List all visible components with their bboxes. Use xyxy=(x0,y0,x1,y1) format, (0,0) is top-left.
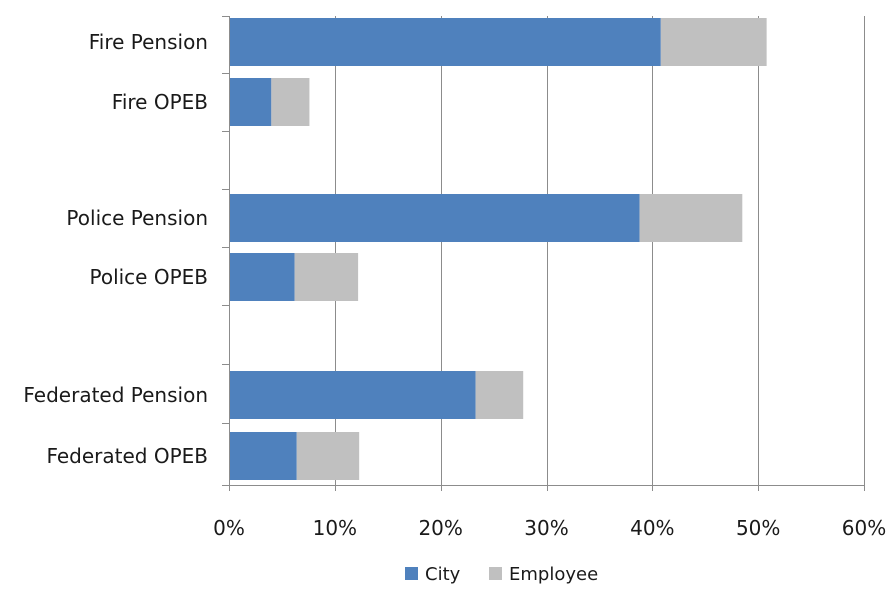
category-label: Federated Pension xyxy=(23,383,208,407)
x-tick-label: 10% xyxy=(313,516,357,540)
bar-employee xyxy=(475,371,524,419)
bar-employee xyxy=(271,78,310,126)
axes xyxy=(222,16,865,491)
category-label: Fire OPEB xyxy=(112,90,208,114)
bar-employee xyxy=(660,18,767,66)
bar-city xyxy=(229,371,476,419)
category-label: Police Pension xyxy=(66,206,208,230)
x-tick-label: 30% xyxy=(524,516,568,540)
legend-swatch-employee xyxy=(489,567,502,580)
bar-city xyxy=(229,78,272,126)
bars xyxy=(229,18,767,480)
legend: City Employee xyxy=(405,564,598,585)
bar-city xyxy=(229,18,661,66)
x-tick-label: 50% xyxy=(736,516,780,540)
legend-label: City xyxy=(425,564,461,585)
bar-city xyxy=(229,432,297,480)
x-tick-label: 60% xyxy=(842,516,886,540)
x-tick-label: 20% xyxy=(418,516,462,540)
bar-employee xyxy=(296,432,360,480)
bar-employee xyxy=(294,253,359,301)
category-labels: Fire Pension Fire OPEB Police Pension Polic… xyxy=(23,30,208,468)
x-tick-labels: 0% 10% 20% 30% 40% 50% 60% xyxy=(213,516,886,540)
legend-swatch-city xyxy=(405,567,418,580)
x-tick-label: 40% xyxy=(630,516,674,540)
bar-employee xyxy=(639,194,743,242)
category-label: Federated OPEB xyxy=(46,444,208,468)
bar-city xyxy=(229,253,295,301)
x-tick-label: 0% xyxy=(213,516,245,540)
category-label: Police OPEB xyxy=(89,265,208,289)
category-label: Fire Pension xyxy=(89,30,208,54)
bar-city xyxy=(229,194,640,242)
legend-label: Employee xyxy=(509,564,598,585)
